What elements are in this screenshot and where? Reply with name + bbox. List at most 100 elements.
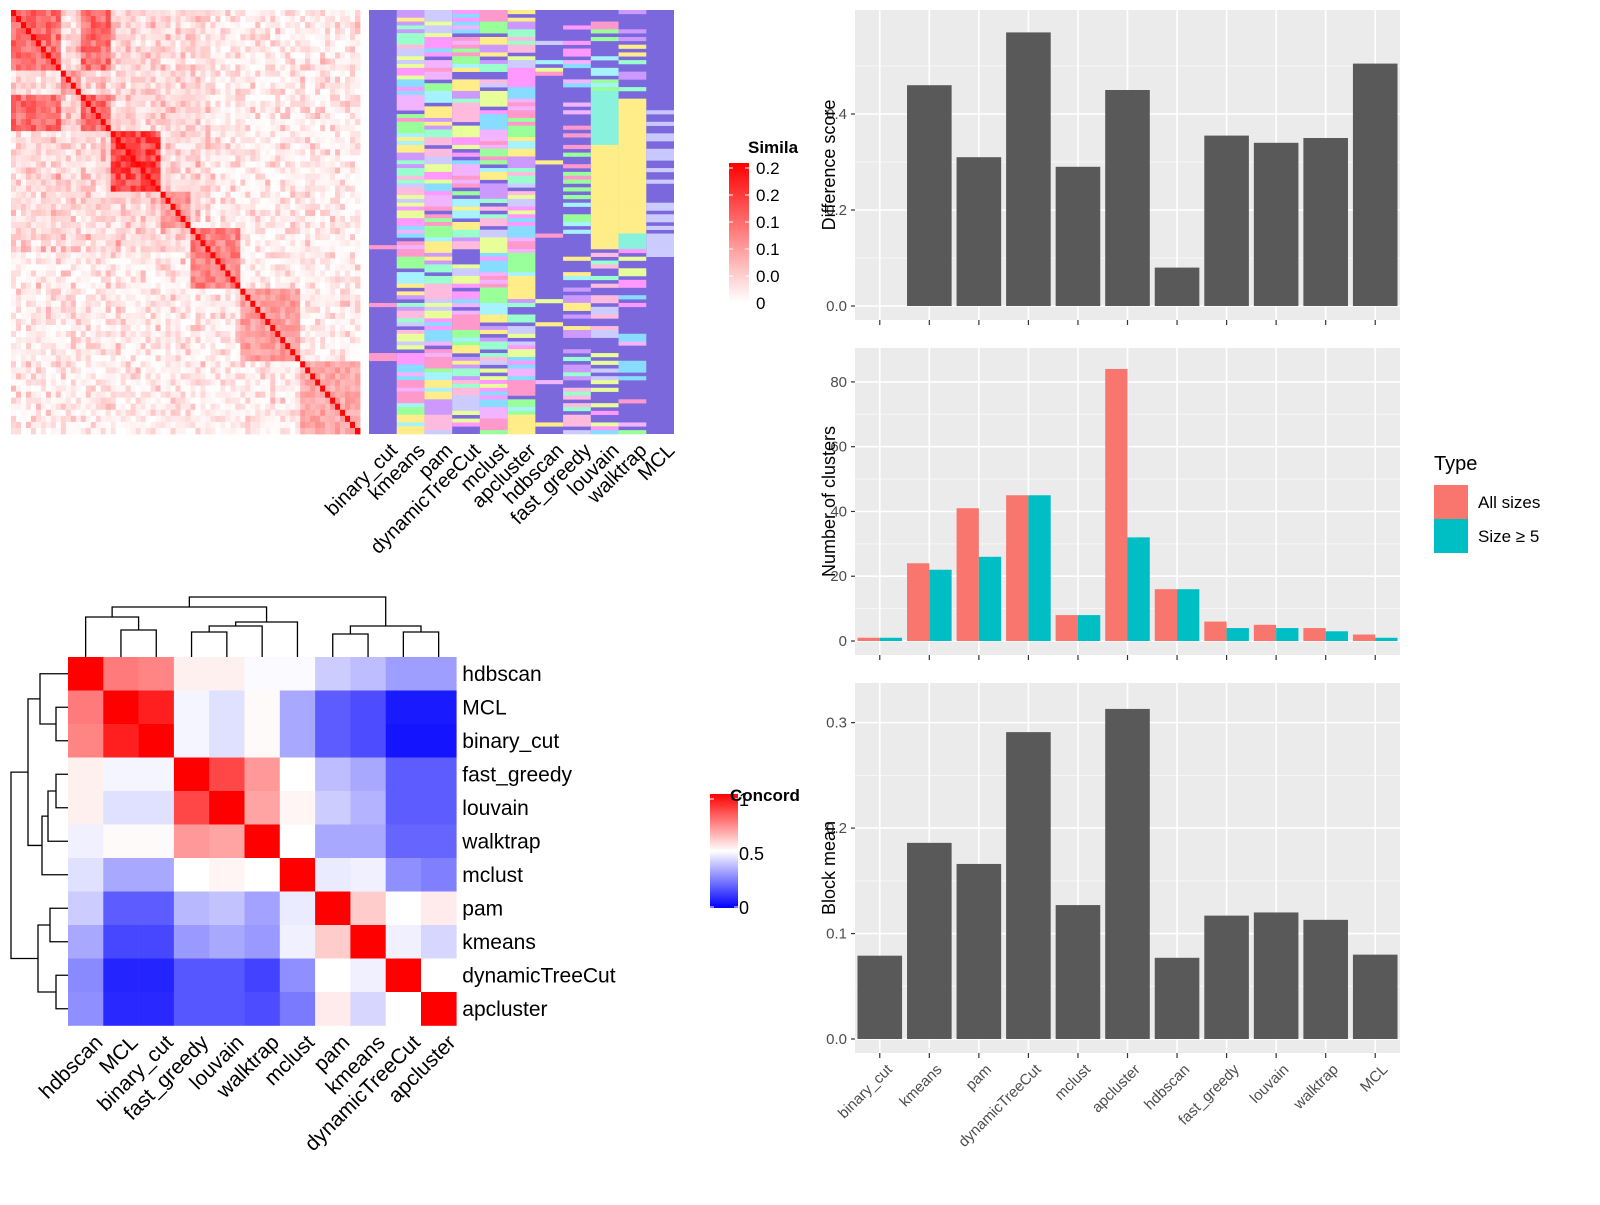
similarity-cell <box>60 373 67 380</box>
similarity-cell <box>45 119 52 126</box>
similarity-cell <box>275 318 281 326</box>
similarity-cell <box>285 294 291 302</box>
cluster-assignment-cell <box>396 148 425 153</box>
similarity-cell <box>155 185 161 193</box>
similarity-cell <box>65 88 72 96</box>
similarity-cell <box>155 343 161 350</box>
similarity-cell <box>330 22 336 29</box>
similarity-cell <box>165 282 171 290</box>
similarity-cell <box>125 397 132 405</box>
similarity-cell <box>230 355 236 362</box>
similarity-cell <box>85 397 92 405</box>
similarity-cell <box>65 191 72 199</box>
similarity-cell <box>285 191 291 199</box>
similarity-cell <box>275 252 281 259</box>
similarity-cell <box>175 215 181 223</box>
similarity-cell <box>55 46 62 53</box>
similarity-cell <box>225 367 231 374</box>
similarity-cell <box>75 312 82 320</box>
similarity-cell <box>275 215 281 223</box>
similarity-cell <box>195 143 201 150</box>
similarity-cell <box>135 222 142 229</box>
similarity-cell <box>160 331 166 338</box>
similarity-cell <box>350 355 356 362</box>
similarity-cell <box>255 112 261 120</box>
cluster-assignment-cell <box>396 102 425 107</box>
similarity-cell <box>235 179 241 187</box>
similarity-cell <box>250 203 256 211</box>
similarity-cell <box>85 421 92 429</box>
similarity-cell <box>75 337 82 344</box>
similarity-cell <box>290 355 296 362</box>
similarity-cell <box>11 88 17 96</box>
similarity-cell <box>325 64 331 71</box>
similarity-cell <box>40 10 47 17</box>
similarity-cell <box>95 215 102 223</box>
similarity-cell <box>350 367 356 374</box>
similarity-cell <box>80 58 87 65</box>
similarity-cell <box>225 82 231 90</box>
similarity-cell <box>320 100 326 108</box>
similarity-cell <box>75 197 82 205</box>
similarity-cell <box>230 28 236 35</box>
similarity-cell <box>240 173 246 180</box>
similarity-cell <box>275 22 281 29</box>
similarity-cell <box>235 300 241 308</box>
similarity-cell <box>250 22 256 29</box>
similarity-cell <box>35 64 42 71</box>
similarity-cell <box>55 349 62 356</box>
similarity-cell <box>330 264 336 271</box>
similarity-cell <box>85 318 92 326</box>
similarity-cell <box>195 228 201 235</box>
similarity-cell <box>105 191 112 199</box>
similarity-cell <box>110 331 117 338</box>
similarity-cell <box>245 427 251 435</box>
similarity-cell <box>295 415 301 423</box>
similarity-cell <box>210 191 216 199</box>
similarity-cell <box>95 106 102 114</box>
similarity-cell <box>225 324 231 332</box>
similarity-cell <box>115 52 122 59</box>
similarity-cell <box>260 367 266 374</box>
similarity-cell <box>220 222 226 229</box>
similarity-cell <box>155 312 161 320</box>
similarity-cell <box>320 173 326 180</box>
similarity-cell <box>285 403 291 411</box>
similarity-cell <box>125 427 132 435</box>
similarity-cell <box>235 112 241 120</box>
similarity-cell <box>330 270 336 277</box>
similarity-cell <box>170 240 176 247</box>
similarity-cell <box>70 137 77 144</box>
similarity-cell <box>280 119 286 126</box>
similarity-cell <box>195 46 201 53</box>
cluster-assignment-cell <box>396 275 425 281</box>
cluster-assignment-cell <box>396 256 425 261</box>
similarity-cell <box>65 288 72 296</box>
similarity-cell <box>325 191 331 199</box>
similarity-cell <box>310 415 316 423</box>
similarity-cell <box>295 34 301 41</box>
similarity-cell <box>250 143 256 150</box>
similarity-cell <box>170 294 176 302</box>
similarity-cell <box>15 119 22 126</box>
similarity-cell <box>155 40 161 47</box>
similarity-cell <box>340 167 346 174</box>
similarity-cell <box>325 82 331 90</box>
similarity-cell <box>135 10 142 17</box>
similarity-cell <box>170 125 176 132</box>
similarity-cell <box>340 349 346 356</box>
similarity-cell <box>260 324 266 332</box>
similarity-cell <box>55 331 62 338</box>
similarity-cell <box>330 125 336 132</box>
similarity-cell <box>265 203 271 211</box>
similarity-cell <box>240 22 246 29</box>
similarity-cell <box>130 228 137 235</box>
similarity-cell <box>70 373 77 380</box>
similarity-cell <box>30 222 37 229</box>
similarity-cell <box>145 397 151 405</box>
similarity-cell <box>235 40 241 47</box>
similarity-cell <box>355 64 361 71</box>
similarity-cell <box>325 264 331 271</box>
similarity-cell <box>245 252 251 259</box>
similarity-cell <box>90 155 97 162</box>
